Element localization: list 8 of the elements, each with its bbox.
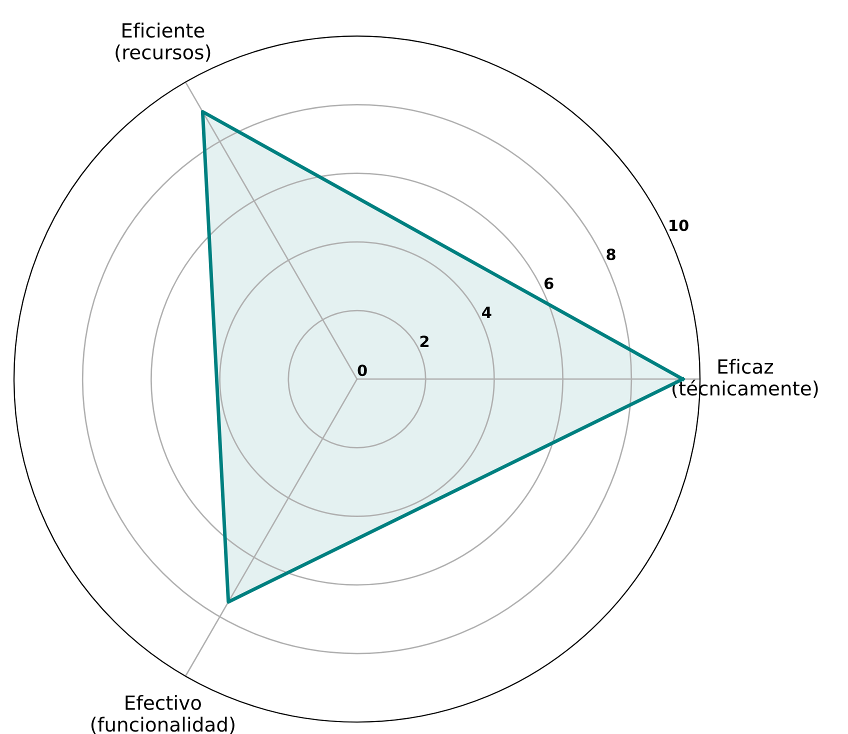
spoke-label: Efectivo (funcionalidad): [91, 694, 234, 734]
y-tick-label: 0: [358, 364, 367, 376]
y-tick-label: 2: [420, 336, 428, 347]
y-tick-label: 4: [482, 306, 492, 318]
y-tick-label: 6: [544, 278, 554, 290]
spoke-label: Eficiente (recursos): [116, 22, 210, 62]
y-tick-label: 8: [606, 248, 616, 260]
y-tick-label: 10: [670, 220, 688, 232]
